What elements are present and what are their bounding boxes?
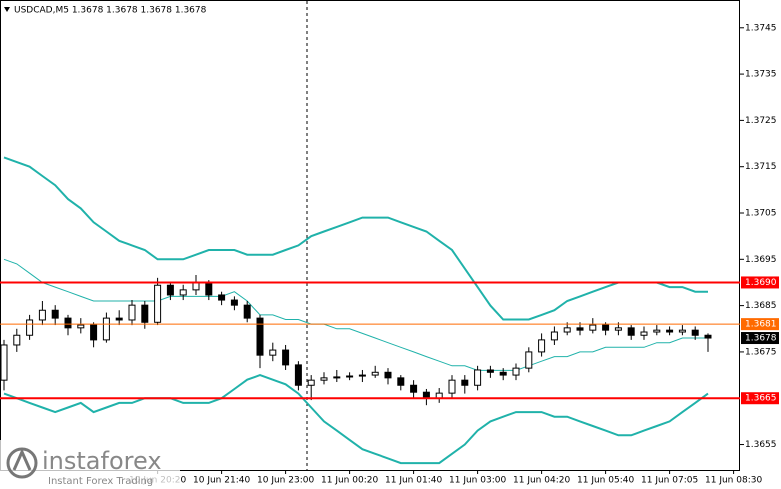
candle-body	[461, 379, 469, 386]
candle-body	[64, 317, 72, 329]
candle-body	[230, 299, 238, 306]
candle-body	[320, 377, 328, 381]
candle-body	[51, 309, 59, 319]
x-tick-label: 11 Jun 07:05	[641, 476, 698, 486]
candle-body	[179, 289, 187, 296]
candle-body	[358, 374, 366, 377]
y-tick-label: 1.3695	[745, 255, 777, 265]
level-label: 1.3681	[745, 320, 777, 330]
level-label-box	[741, 318, 779, 331]
candle-body	[448, 379, 456, 394]
plot-frame	[0, 0, 740, 471]
candle-body	[627, 327, 635, 336]
candle-body	[563, 327, 571, 333]
y-tick-label: 1.3705	[745, 209, 777, 219]
candle-body	[704, 334, 712, 339]
candle-body	[294, 364, 302, 386]
candle-body	[576, 327, 584, 331]
candle-body	[653, 329, 661, 333]
level-label: 1.3665	[745, 394, 777, 404]
candle-body	[589, 324, 597, 331]
candle-body	[282, 349, 290, 366]
candle-body	[26, 319, 34, 336]
x-tick-label: 11 Jun 03:00	[449, 476, 506, 486]
candle-body	[550, 331, 558, 341]
y-tick-label: 1.3735	[745, 70, 777, 80]
level-label-box	[741, 276, 779, 289]
y-tick-label: 1.3725	[745, 116, 777, 126]
candle-body	[269, 349, 277, 356]
logo-backdrop	[0, 440, 180, 489]
y-tick-label: 1.3675	[745, 347, 777, 357]
candle-body	[0, 344, 8, 381]
price-label: 1.3678	[745, 334, 777, 344]
candle-body	[384, 371, 392, 379]
candle-body	[205, 281, 213, 296]
candle-body	[141, 304, 149, 323]
y-tick-label: 1.3685	[745, 301, 777, 311]
candle-body	[218, 294, 226, 301]
candle-body	[397, 377, 405, 386]
candle-body	[77, 324, 85, 329]
level-label-box	[741, 392, 779, 405]
candle-body	[499, 371, 507, 376]
candle-body	[333, 376, 341, 379]
band-line	[3, 156, 708, 321]
x-tick-label: 11 Jun 05:40	[577, 476, 634, 486]
candle-body	[410, 384, 418, 393]
menu-icon	[4, 7, 10, 12]
candle-body	[486, 369, 494, 373]
candle-body	[512, 367, 520, 376]
candle-body	[525, 351, 533, 369]
x-tick-label: 11 Jun 08:30	[705, 476, 762, 486]
level-label: 1.3690	[745, 278, 777, 288]
candle-body	[640, 331, 648, 336]
candle-body	[678, 329, 686, 333]
chart-title: USDCAD,M5 1.3678 1.3678 1.3678 1.3678	[14, 6, 207, 16]
y-tick-label: 1.3655	[745, 440, 777, 450]
x-tick-label: 11 Jun 00:20	[321, 476, 378, 486]
band-line	[3, 374, 709, 465]
candle-body	[90, 324, 98, 341]
x-tick-label: 10 Jun 23:00	[257, 476, 314, 486]
candle-body	[38, 309, 46, 321]
x-tick-label: 11 Jun 01:40	[385, 476, 442, 486]
candle-body	[115, 317, 123, 321]
candle-body	[102, 317, 110, 341]
candle-body	[346, 375, 354, 378]
candle-body	[166, 284, 174, 296]
x-tick-label: 10 Jun 21:40	[193, 476, 250, 486]
candle-body	[602, 324, 610, 331]
logo-icon-mark	[12, 448, 32, 471]
logo: instaforex Instant Forex Trading	[0, 440, 180, 489]
candle-body	[256, 317, 264, 356]
candle-body	[154, 284, 162, 323]
candle-body	[666, 329, 674, 333]
candle-body	[128, 304, 136, 321]
band-line	[3, 258, 708, 371]
logo-subtext: Instant Forex Trading	[48, 476, 153, 487]
candle-body	[538, 339, 546, 353]
x-tick-label: 11 Jun 04:20	[513, 476, 570, 486]
candle-body	[371, 371, 379, 376]
candle-body	[243, 304, 251, 319]
candle-body	[691, 329, 699, 336]
candle-body	[307, 379, 315, 386]
logo-text: instaforex	[42, 447, 162, 475]
price-label-box	[741, 332, 779, 345]
candle-body	[13, 334, 21, 346]
candle-body	[614, 327, 622, 331]
y-tick-label: 1.3745	[745, 23, 777, 33]
y-tick-label: 1.3715	[745, 162, 777, 172]
candle-body	[474, 369, 482, 386]
